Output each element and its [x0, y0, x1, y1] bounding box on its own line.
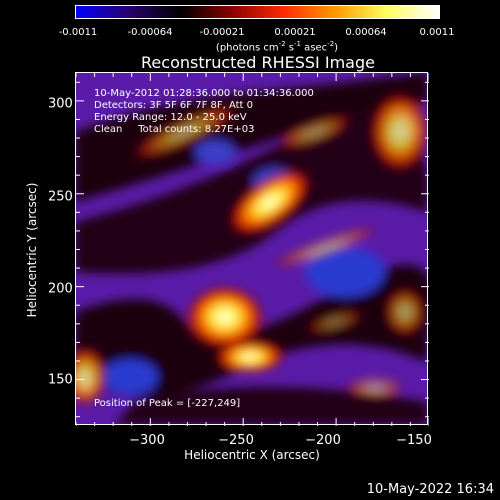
colorbar — [75, 5, 440, 19]
heatmap-dark-band — [75, 72, 428, 202]
y-tick-label: 150 — [48, 372, 73, 388]
heatmap-dark-band — [115, 387, 428, 425]
heatmap-cool-region — [195, 140, 235, 164]
detectors-annotation: Detectors: 3F 5F 6F 7F 8F, Att 0 — [94, 100, 254, 111]
energy-range-annotation: Energy Range: 12.0 - 25.0 keV — [94, 112, 247, 123]
clean-counts-annotation: Clean Total counts: 8.27E+03 — [94, 124, 255, 135]
colorbar-tick-label: -0.00064 — [127, 27, 173, 38]
heatmap-hot-source — [385, 288, 425, 336]
colorbar-tick-label: 0.00021 — [274, 27, 316, 38]
y-tick-label: 250 — [48, 189, 73, 205]
peak-position-annotation: Position of Peak = [-227,249] — [94, 398, 241, 409]
heatmap-cool-region — [305, 247, 385, 297]
x-tick-label: −150 — [396, 433, 432, 448]
heatmap-hot-source — [215, 341, 285, 373]
heatmap-hot-source — [130, 104, 240, 160]
colorbar-tick-label: 0.0011 — [419, 27, 455, 38]
heatmap-hot-source — [305, 311, 365, 333]
colorbar-tick-label: -0.00021 — [199, 27, 245, 38]
y-tick-label: 200 — [48, 281, 73, 297]
heatmap-hot-source — [75, 347, 107, 407]
heatmap-hot-source — [228, 169, 312, 235]
heatmap-hot-source — [277, 115, 353, 149]
colorbar-tick-label: -0.0011 — [58, 27, 98, 38]
heatmap-image — [75, 72, 428, 425]
chart-title: Reconstructed RHESSI Image — [141, 53, 375, 72]
colorbar-units: (photons cm-2 s-1 asec-2) — [215, 40, 339, 54]
timestamp-footer: 10-May-2022 16:34 — [366, 482, 494, 497]
heatmap-cool-region — [102, 359, 158, 395]
heatmap-dark-band — [75, 264, 428, 397]
x-axis-label: Heliocentric X (arcsec) — [184, 448, 320, 462]
time-range-annotation: 10-May-2012 01:28:36.000 to 01:34:36.000 — [94, 88, 314, 99]
colorbar-tick-label: 0.00064 — [345, 27, 387, 38]
x-tick-label: −300 — [129, 433, 165, 448]
x-tick-label: −200 — [305, 433, 341, 448]
heatmap-hot-source — [370, 92, 428, 172]
y-axis-label: Heliocentric Y (arcsec) — [25, 182, 39, 318]
y-tick-label: 300 — [48, 96, 73, 112]
heatmap-hot-source — [185, 285, 265, 349]
x-tick-label: −250 — [218, 433, 254, 448]
heatmap-hot-source — [268, 225, 382, 269]
heatmap-hot-source — [345, 377, 405, 397]
